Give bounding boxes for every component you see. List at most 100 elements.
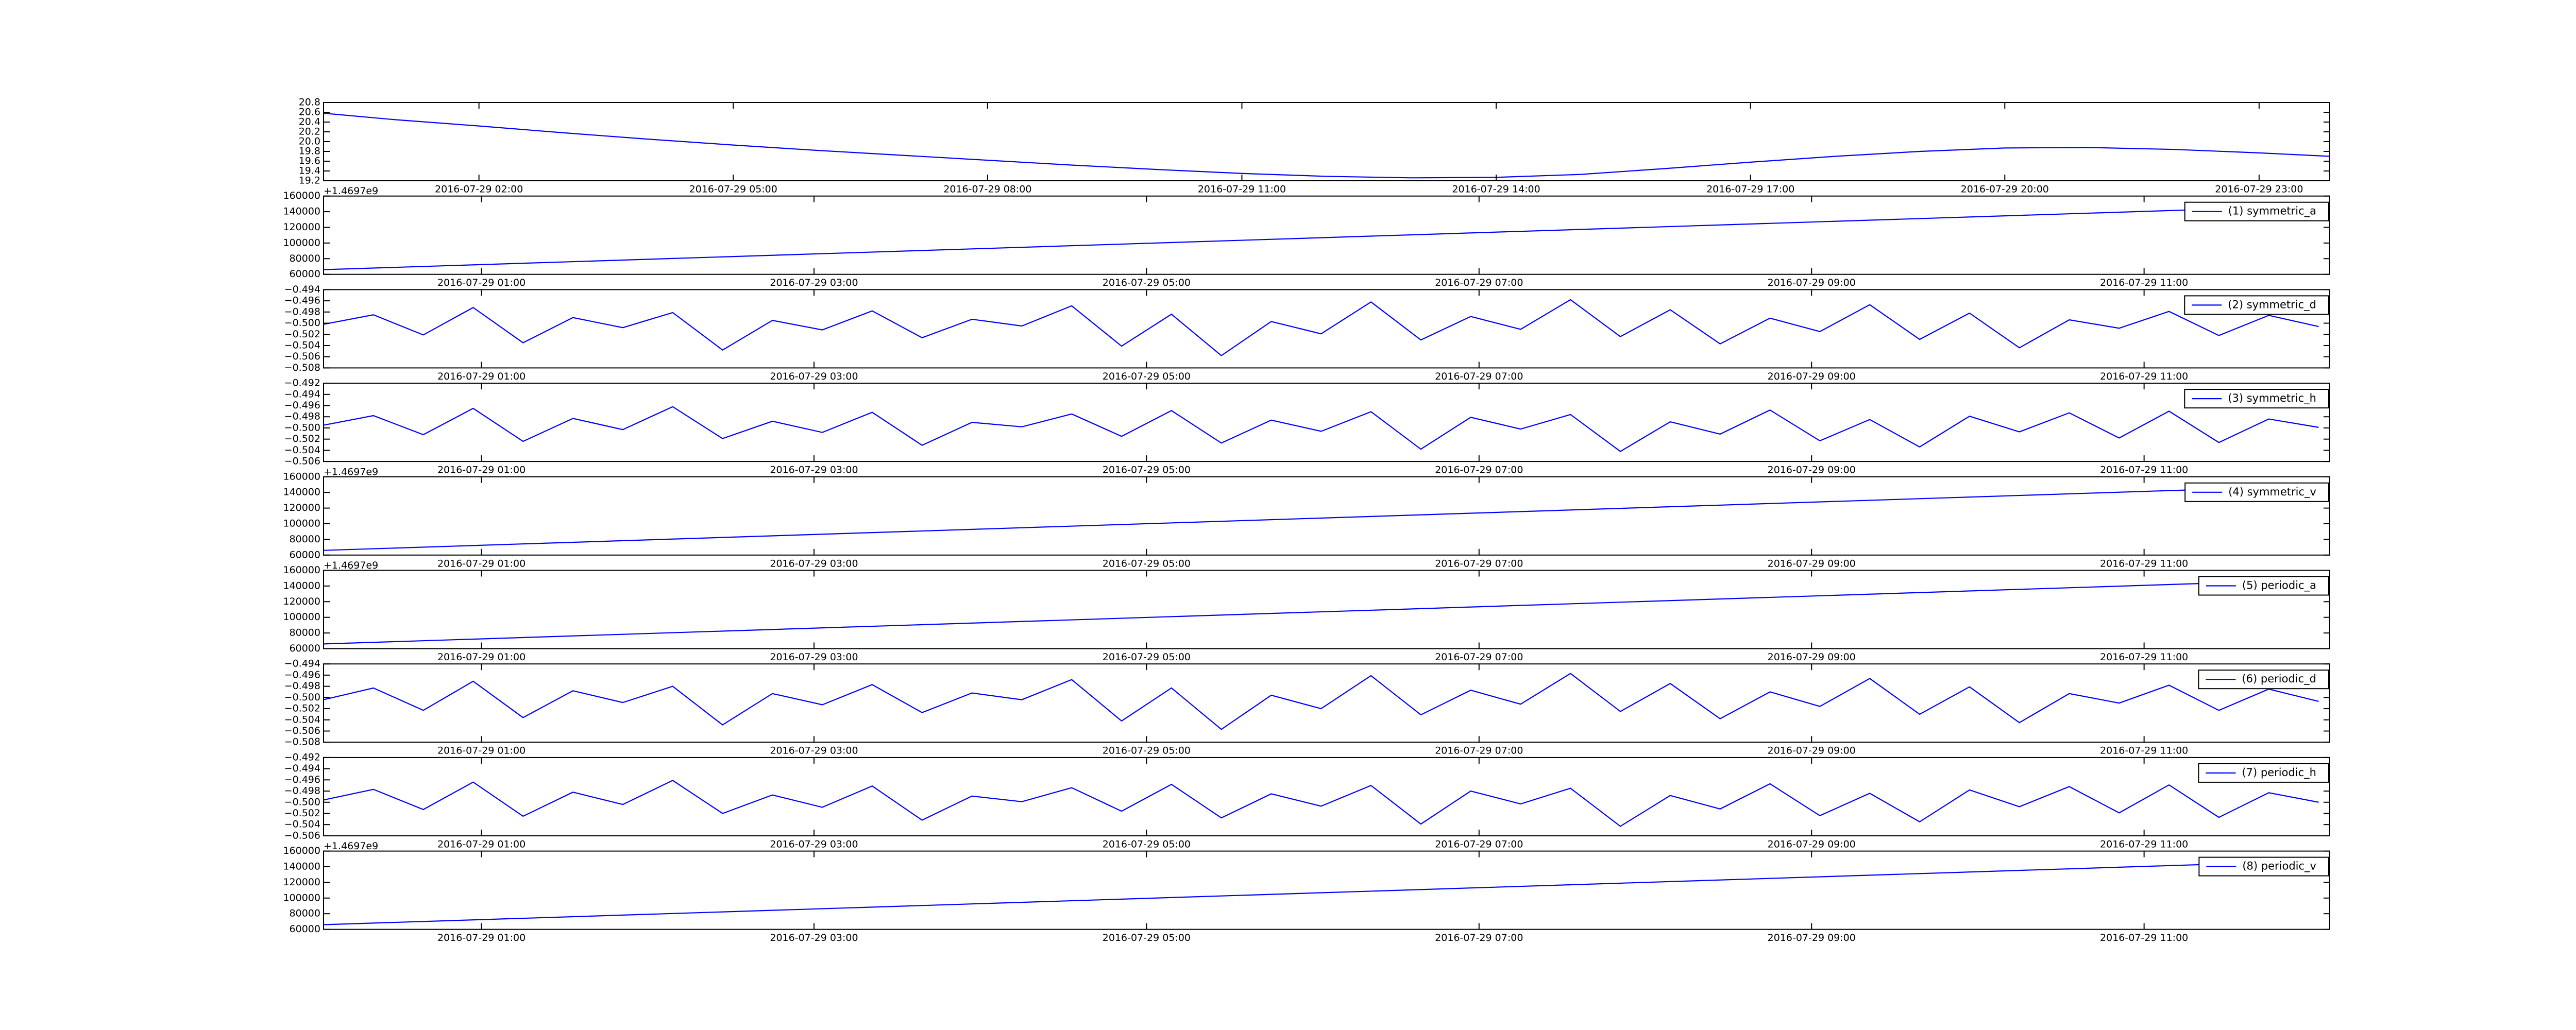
y-tick-label: −0.498 xyxy=(284,785,320,797)
y-tick-label: 100000 xyxy=(283,237,320,248)
y-tick-label: 100000 xyxy=(283,892,320,903)
y-tick-label: −0.502 xyxy=(284,808,320,819)
y-tick-label: 20.4 xyxy=(299,116,320,128)
x-tick-label: 2016-07-29 05:00 xyxy=(1103,277,1191,288)
x-tick-label: 2016-07-29 01:00 xyxy=(437,558,526,569)
x-tick-label: 2016-07-29 05:00 xyxy=(1103,465,1191,476)
legend-label: (7) periodic_h xyxy=(2242,766,2316,779)
y-tick-label: −0.494 xyxy=(284,763,320,774)
data-line xyxy=(323,860,2330,925)
y-tick-label: 100000 xyxy=(283,611,320,623)
y-tick-label: 20.6 xyxy=(299,107,320,118)
x-tick-label: 2016-07-29 01:00 xyxy=(437,838,526,850)
y-tick-label: −0.500 xyxy=(284,796,320,808)
y-tick-label: 80000 xyxy=(290,253,320,264)
x-tick-label: 2016-07-29 20:00 xyxy=(1961,184,2049,195)
y-tick-label: −0.504 xyxy=(284,339,320,351)
axis-offset: +1.4697e9 xyxy=(324,185,378,197)
y-tick-label: −0.498 xyxy=(284,306,320,317)
x-tick-label: 2016-07-29 07:00 xyxy=(1435,558,1523,569)
x-tick-label: 2016-07-29 11:00 xyxy=(2100,651,2188,663)
subplot: −0.508−0.506−0.504−0.502−0.500−0.498−0.4… xyxy=(284,658,2330,757)
legend-label: (6) periodic_d xyxy=(2242,673,2316,685)
y-tick-label: 80000 xyxy=(290,534,320,545)
subplot: −0.506−0.504−0.502−0.500−0.498−0.496−0.4… xyxy=(284,751,2330,850)
axis-offset: +1.4697e9 xyxy=(324,466,378,477)
x-tick-label: 2016-07-29 07:00 xyxy=(1435,651,1523,663)
x-tick-label: 2016-07-29 01:00 xyxy=(437,745,526,757)
x-tick-label: 2016-07-29 09:00 xyxy=(1768,371,1856,382)
y-tick-label: 140000 xyxy=(283,580,320,591)
x-tick-label: 2016-07-29 05:00 xyxy=(1103,371,1191,382)
y-tick-label: −0.496 xyxy=(284,669,320,680)
x-tick-label: 2016-07-29 01:00 xyxy=(437,651,526,663)
y-tick-label: 120000 xyxy=(283,596,320,607)
x-tick-label: 2016-07-29 03:00 xyxy=(770,838,858,850)
subplot: 19.219.419.619.820.020.220.420.620.8 2016… xyxy=(299,97,2330,195)
y-tick-label: 160000 xyxy=(283,471,320,482)
x-tick-label: 2016-07-29 11:00 xyxy=(1198,184,1286,195)
x-tick-label: 2016-07-29 07:00 xyxy=(1435,277,1523,288)
legend-label: (8) periodic_v xyxy=(2242,860,2316,873)
y-tick-label: −0.506 xyxy=(284,725,320,736)
data-line xyxy=(323,780,2319,827)
x-tick-label: 2016-07-29 17:00 xyxy=(1706,184,1794,195)
legend-label: (3) symmetric_h xyxy=(2228,392,2316,405)
x-tick-label: 2016-07-29 11:00 xyxy=(2100,932,2188,943)
x-tick-label: 2016-07-29 09:00 xyxy=(1768,558,1856,569)
axes-frame xyxy=(323,383,2330,462)
plot-area xyxy=(324,757,2330,836)
y-tick-label: 140000 xyxy=(283,206,320,217)
x-tick-label: 2016-07-29 03:00 xyxy=(770,371,858,382)
y-tick-label: 60000 xyxy=(290,268,320,280)
x-tick-label: 2016-07-29 01:00 xyxy=(437,465,526,476)
y-tick-label: 140000 xyxy=(283,861,320,872)
legend: (6) periodic_d xyxy=(2198,670,2329,690)
x-tick-label: 2016-07-29 11:00 xyxy=(2100,745,2188,757)
legend: (5) periodic_a xyxy=(2198,576,2329,596)
x-tick-label: 2016-07-29 07:00 xyxy=(1435,838,1523,850)
x-tick-label: 2016-07-29 11:00 xyxy=(2100,277,2188,288)
plot-area xyxy=(324,570,2330,649)
data-line xyxy=(323,578,2330,645)
y-tick-label: 120000 xyxy=(283,877,320,888)
x-tick-label: 2016-07-29 03:00 xyxy=(770,932,858,943)
x-tick-label: 2016-07-29 05:00 xyxy=(1103,651,1191,663)
y-tick-label: 19.6 xyxy=(299,156,320,167)
x-tick-label: 2016-07-29 11:00 xyxy=(2100,465,2188,476)
x-tick-label: 2016-07-29 09:00 xyxy=(1768,277,1856,288)
y-tick-label: −0.500 xyxy=(284,317,320,329)
x-tick-label: 2016-07-29 11:00 xyxy=(2100,838,2188,850)
y-tick-label: 100000 xyxy=(283,518,320,529)
data-line xyxy=(323,406,2319,452)
plot-area xyxy=(324,102,2330,181)
axis-offset: +1.4697e9 xyxy=(324,840,378,852)
legend: (7) periodic_h xyxy=(2198,763,2329,783)
y-tick-label: −0.506 xyxy=(284,456,320,467)
y-tick-label: 19.4 xyxy=(299,165,320,177)
y-tick-label: 140000 xyxy=(283,487,320,498)
y-tick-label: −0.492 xyxy=(284,377,320,389)
y-tick-label: −0.506 xyxy=(284,351,320,362)
x-tick-label: 2016-07-29 09:00 xyxy=(1768,651,1856,663)
y-tick-label: −0.496 xyxy=(284,295,320,306)
x-tick-label: 2016-07-29 07:00 xyxy=(1435,745,1523,757)
y-tick-label: 120000 xyxy=(283,502,320,513)
x-tick-label: 2016-07-29 08:00 xyxy=(943,184,1031,195)
subplot: 60000 80000 100000 120000 140000 160000 2016-0… xyxy=(283,185,2330,288)
y-tick-label: −0.508 xyxy=(284,362,320,373)
y-tick-label: −0.494 xyxy=(284,388,320,400)
x-tick-label: 2016-07-29 09:00 xyxy=(1768,465,1856,476)
y-tick-label: 60000 xyxy=(290,643,320,654)
y-tick-label: 19.2 xyxy=(299,175,320,186)
subplot: 60000 80000 100000 120000 140000 160000 2016-0… xyxy=(283,560,2330,663)
data-line xyxy=(323,673,2319,730)
x-tick-label: 2016-07-29 03:00 xyxy=(770,651,858,663)
subplot: −0.506−0.504−0.502−0.500−0.498−0.496−0.4… xyxy=(284,377,2330,476)
axes-frame xyxy=(323,850,2330,930)
legend-label: (2) symmetric_d xyxy=(2228,298,2316,311)
y-tick-label: −0.492 xyxy=(284,751,320,763)
x-tick-label: 2016-07-29 05:00 xyxy=(1103,745,1191,757)
y-tick-label: 160000 xyxy=(283,564,320,576)
y-tick-label: 120000 xyxy=(283,221,320,233)
